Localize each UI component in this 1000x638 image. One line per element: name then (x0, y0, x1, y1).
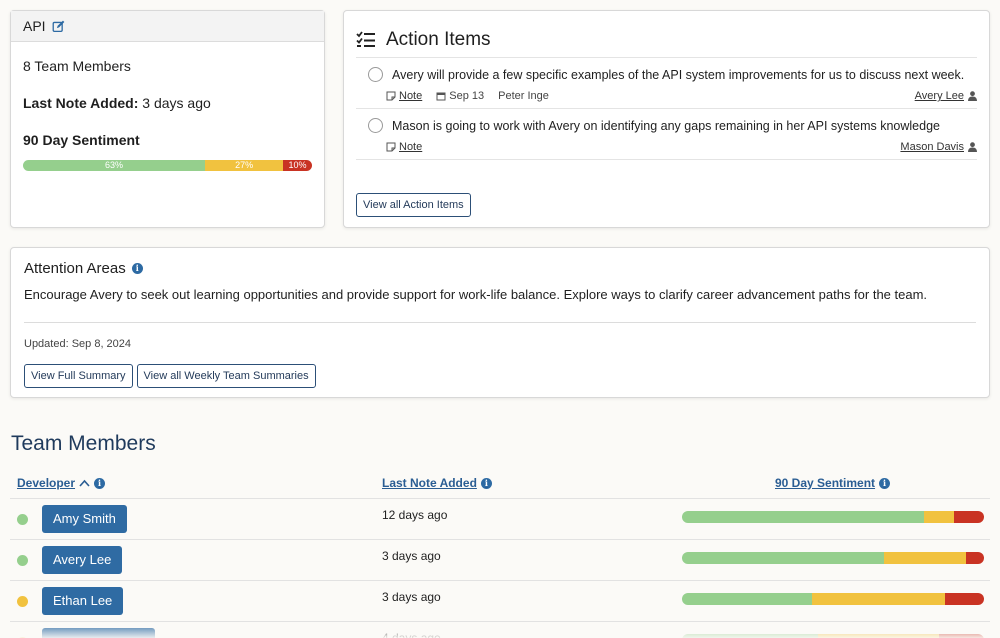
sentiment-header-label[interactable]: 90 Day Sentiment (775, 476, 876, 490)
view-weekly-summaries-button[interactable]: View all Weekly Team Summaries (136, 364, 316, 388)
info-icon[interactable]: i (879, 477, 891, 489)
sentiment-segment (811, 593, 945, 605)
view-all-action-items-button[interactable]: View all Action Items (356, 193, 471, 217)
last-note-label: Last Note Added: (23, 95, 139, 111)
view-full-summary-button[interactable]: View Full Summary (24, 364, 133, 388)
action-items-card: Action Items Avery will provide a few sp… (343, 10, 990, 228)
updated-date: Updated: Sep 8, 2024 (24, 338, 132, 350)
action-items-title: Action Items (386, 29, 491, 50)
last-note-cell: 3 days ago (382, 590, 441, 604)
note-link[interactable]: Note (399, 141, 423, 153)
team-members-count: 8 Team Members (23, 58, 131, 74)
sentiment-segment: 27% (205, 160, 284, 171)
person-icon (968, 91, 977, 101)
sentiment-segment (965, 552, 984, 564)
status-dot (17, 596, 28, 607)
action-item-text: Mason is going to work with Avery on ide… (392, 118, 940, 133)
table-row: Avery Lee 3 days ago (10, 539, 990, 580)
info-icon[interactable]: i (480, 477, 492, 489)
sentiment-segment: 10% (283, 160, 312, 171)
calendar-icon (436, 92, 446, 101)
sentiment-bar (682, 593, 984, 605)
status-dot (17, 555, 28, 566)
owner-link[interactable]: Mason Davis (900, 141, 964, 153)
sentiment-bar (682, 552, 984, 564)
sort-ascending-icon[interactable] (79, 479, 90, 487)
team-name: API (23, 18, 46, 34)
developer-button[interactable]: Amy Smith (42, 505, 127, 533)
complete-checkbox[interactable] (368, 118, 383, 133)
sentiment-segment (953, 511, 984, 523)
last-note-cell: 3 days ago (382, 549, 441, 563)
last-note-header-label[interactable]: Last Note Added (382, 476, 477, 490)
sentiment-segment (884, 552, 966, 564)
action-item-date: Sep 13 (449, 90, 485, 102)
attention-areas-card: Attention Areas i Encourage Avery to see… (10, 247, 990, 398)
owner-link[interactable]: Avery Lee (914, 90, 964, 102)
sentiment-segment (682, 511, 924, 523)
complete-checkbox[interactable] (368, 67, 383, 82)
attention-areas-text: Encourage Avery to seek out learning opp… (24, 287, 928, 302)
info-icon[interactable]: i (131, 263, 143, 274)
sentiment-segment: 63% (23, 160, 206, 171)
sentiment-column-header[interactable]: 90 Day Sentiment i (775, 476, 891, 490)
note-link[interactable]: Note (399, 90, 423, 102)
api-team-card: API 8 Team Members Last Note Added: 3 da… (10, 10, 325, 228)
person-icon (968, 142, 977, 152)
last-note-line: Last Note Added: 3 days ago (23, 95, 312, 111)
sentiment-segment (682, 593, 812, 605)
sentiment-segment (923, 511, 954, 523)
status-dot (17, 514, 28, 525)
checklist-icon (356, 31, 375, 47)
info-icon[interactable]: i (94, 477, 106, 489)
sentiment-label: 90 Day Sentiment (23, 132, 140, 148)
edit-icon[interactable] (52, 20, 65, 33)
sentiment-bar (682, 511, 984, 523)
developer-header-label[interactable]: Developer (17, 476, 76, 490)
action-item-author: Peter Inge (498, 90, 549, 102)
action-item: Mason is going to work with Avery on ide… (356, 109, 977, 160)
last-note-cell: 12 days ago (382, 508, 448, 522)
action-item: Avery will provide a few specific exampl… (356, 58, 977, 109)
note-icon (386, 142, 396, 152)
table-row: Amy Smith 12 days ago (10, 498, 990, 539)
note-icon (386, 91, 396, 101)
last-note-value: 3 days ago (142, 95, 211, 111)
action-item-text: Avery will provide a few specific exampl… (392, 67, 965, 82)
developer-button[interactable]: Avery Lee (42, 546, 123, 574)
action-items-header: Action Items (344, 11, 989, 57)
last-note-column-header[interactable]: Last Note Added i (382, 476, 492, 490)
attention-areas-title: Attention Areas (24, 260, 126, 277)
team-members-title: Team Members (11, 432, 156, 455)
developer-column-header[interactable]: Developer i (17, 476, 106, 490)
sentiment-segment (944, 593, 984, 605)
sentiment-segment (682, 552, 885, 564)
table-row: Ethan Lee 3 days ago (10, 580, 990, 621)
sentiment-bar: 63% 27% 10% (23, 160, 312, 171)
developer-button[interactable]: Ethan Lee (42, 587, 124, 615)
api-card-header: API (11, 11, 324, 42)
